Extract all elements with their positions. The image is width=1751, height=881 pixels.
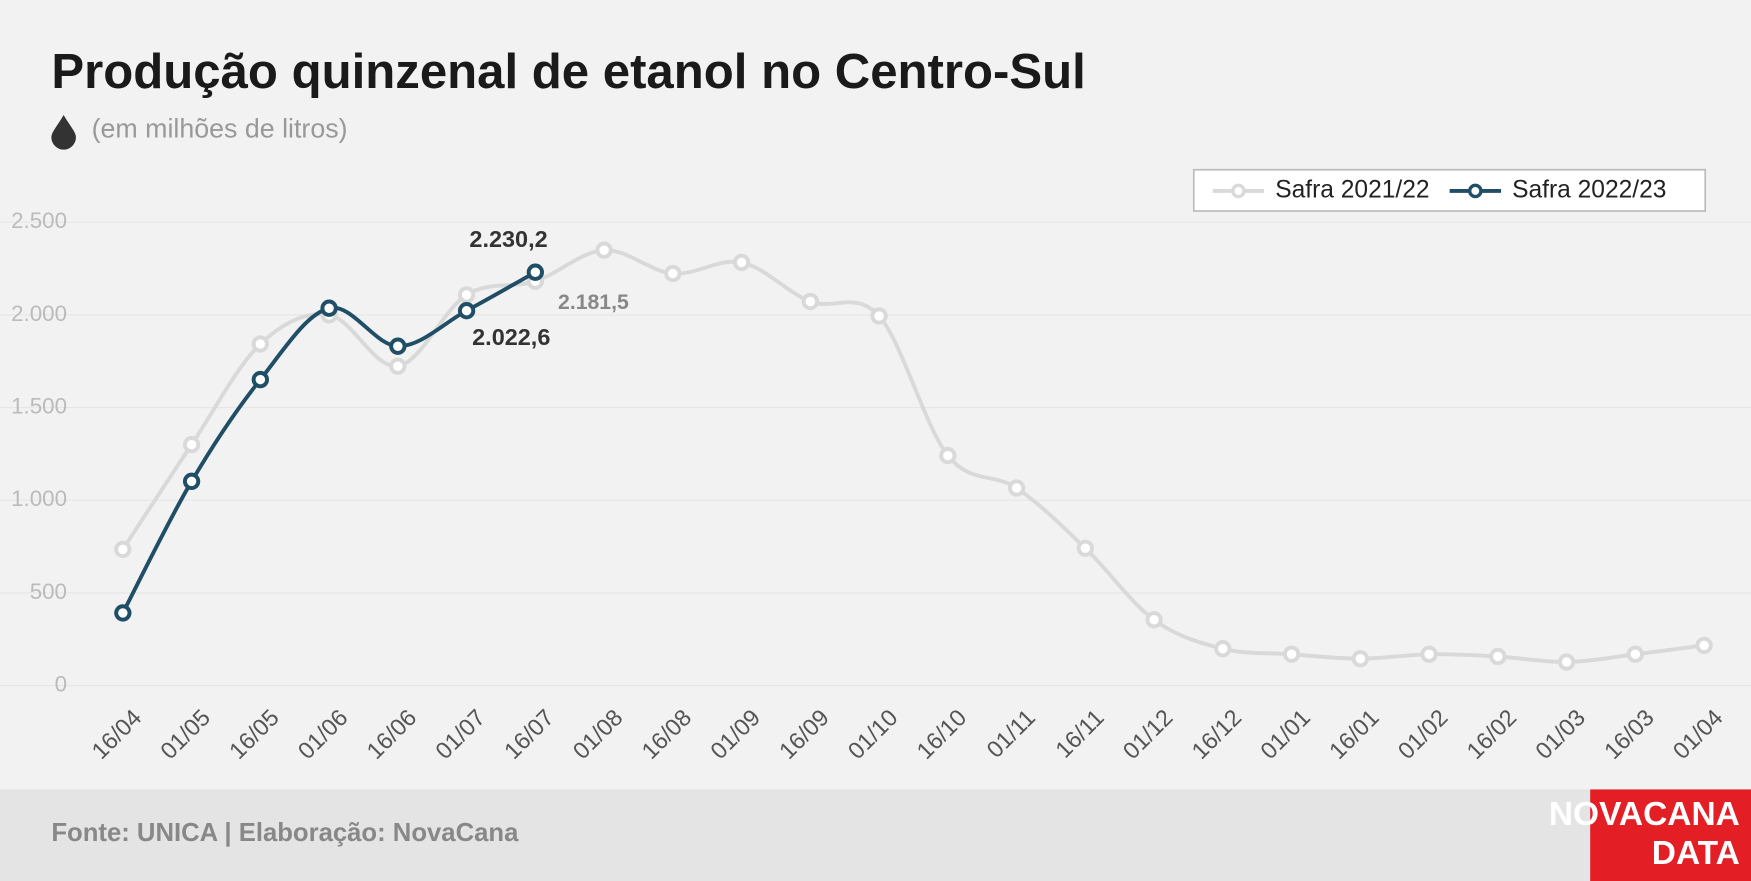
series-line: [121, 248, 1705, 665]
point: [1007, 479, 1026, 497]
x-tick-label: 16/05: [224, 704, 284, 764]
point: [801, 292, 819, 311]
point: [1489, 647, 1507, 666]
x-tick-label: 16/10: [912, 704, 972, 764]
point: [182, 472, 201, 490]
x-tick-label: 16/11: [1050, 704, 1109, 763]
point: [457, 302, 476, 320]
point: [114, 540, 132, 559]
point: [1076, 539, 1094, 557]
point: [1626, 645, 1645, 663]
chart-subtitle: (em milhões de litros): [92, 114, 348, 144]
chart-title: Produção quinzenal de etanol no Centro-S…: [51, 45, 1085, 99]
y-tick-label: 1.500: [11, 393, 67, 418]
x-tick-label: 01/03: [1530, 704, 1590, 764]
x-tick-label: 01/04: [1668, 704, 1728, 764]
point: [389, 357, 407, 375]
x-tick-label: 01/12: [1118, 704, 1178, 764]
x-tick-label: 01/05: [155, 704, 215, 764]
x-tick-label: 16/07: [499, 704, 559, 764]
point: [251, 335, 269, 353]
point: [320, 299, 338, 317]
point: [1351, 650, 1370, 668]
drop-icon: [51, 115, 76, 150]
legend-label: Safra 2021/22: [1275, 176, 1429, 203]
logo-text: NOVACANA: [1549, 796, 1740, 833]
footer: [0, 789, 1751, 881]
x-tick-label: 01/09: [705, 704, 765, 764]
x-tick-label: 16/08: [637, 704, 697, 764]
point: [1282, 645, 1301, 663]
x-tick-label: 01/11: [982, 704, 1041, 763]
x-tick-label: 16/02: [1462, 704, 1522, 764]
source: Fonte: UNICA | Elaboração: NovaCana: [51, 819, 519, 847]
y-tick-label: 0: [55, 672, 67, 697]
point: [1557, 653, 1576, 671]
legend-box: [1192, 168, 1707, 212]
point: [1214, 640, 1232, 658]
y-tick-label: 2.500: [11, 208, 67, 233]
point: [870, 307, 888, 325]
x-tick-label: 01/07: [430, 704, 490, 764]
x-tick-label: 01/10: [843, 704, 903, 764]
y-tick-label: 500: [30, 579, 67, 604]
legend-label: Safra 2022/23: [1512, 176, 1666, 203]
point: [251, 370, 269, 389]
logo: [1590, 789, 1751, 881]
point: [664, 264, 682, 283]
point: [1695, 636, 1713, 655]
point: [114, 604, 132, 622]
point: [939, 446, 957, 465]
x-tick-label: 01/01: [1255, 704, 1315, 764]
x-tick-label: 16/04: [87, 704, 147, 764]
x-tick-label: 16/06: [362, 704, 422, 764]
point: [732, 253, 751, 272]
legend: Safra 2021/22 Safra 2022/23: [1192, 168, 1707, 212]
x-tick-label: 16/12: [1187, 704, 1247, 764]
x-tick-label: 01/08: [568, 704, 628, 764]
x-tick-label: 16/03: [1599, 704, 1659, 764]
legend-marker: [1231, 183, 1246, 199]
x-tick-label: 01/02: [1393, 704, 1453, 764]
legend-marker: [1468, 183, 1483, 199]
point: [595, 241, 613, 259]
value-label: 2.181,5: [558, 291, 629, 314]
value-label: 2.022,6: [472, 324, 550, 350]
point: [389, 337, 407, 355]
point: [1145, 611, 1163, 629]
point: [1420, 645, 1438, 663]
x-tick-label: 16/09: [774, 704, 834, 764]
y-tick-label: 1.000: [11, 486, 67, 511]
point: [526, 263, 544, 281]
x-tick-label: 01/06: [293, 704, 353, 764]
value-label: 2.230,2: [469, 226, 547, 252]
logo-text: DATA: [1652, 835, 1740, 872]
point: [457, 286, 476, 304]
x-tick-label: 16/01: [1324, 704, 1384, 764]
point: [182, 435, 201, 454]
y-tick-label: 2.000: [11, 301, 67, 326]
